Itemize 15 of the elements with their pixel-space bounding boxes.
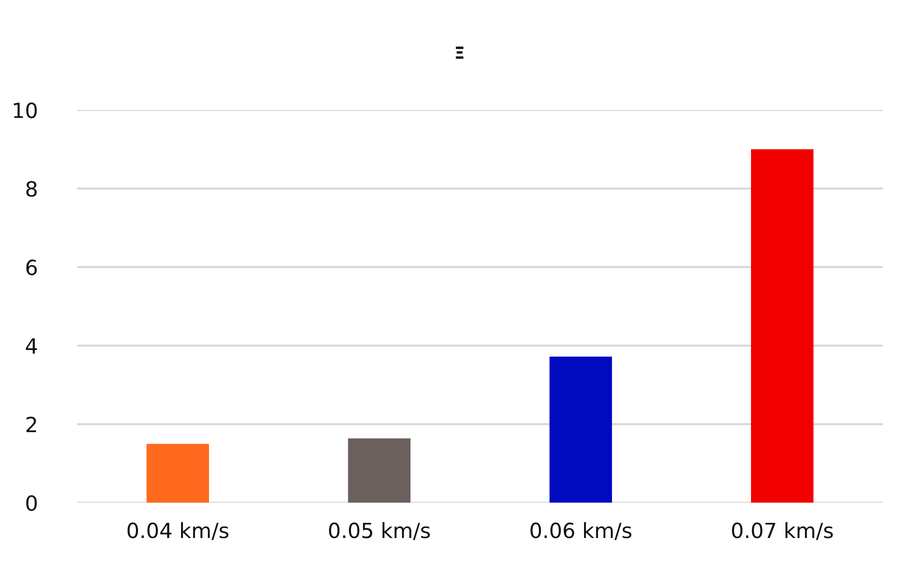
y-tick-label: 2 xyxy=(26,416,36,432)
y-tick-label: 10 xyxy=(14,102,37,118)
y-tick-label: 4 xyxy=(26,338,37,354)
y-tick-label: 6 xyxy=(26,260,37,276)
y-tick-label: 0 xyxy=(26,495,37,511)
x-tick-label: 0.07 km/s xyxy=(732,522,833,540)
bar xyxy=(550,356,612,503)
bar xyxy=(751,149,814,503)
bar xyxy=(146,444,210,503)
y-tick-label: 8 xyxy=(26,181,37,197)
bar xyxy=(348,438,410,503)
x-tick-label: 0.05 km/s xyxy=(329,522,430,540)
x-tick-label: 0.04 km/s xyxy=(128,522,228,540)
chart-title: Ξ xyxy=(456,46,464,59)
x-tick-label: 0.06 km/s xyxy=(530,522,632,540)
